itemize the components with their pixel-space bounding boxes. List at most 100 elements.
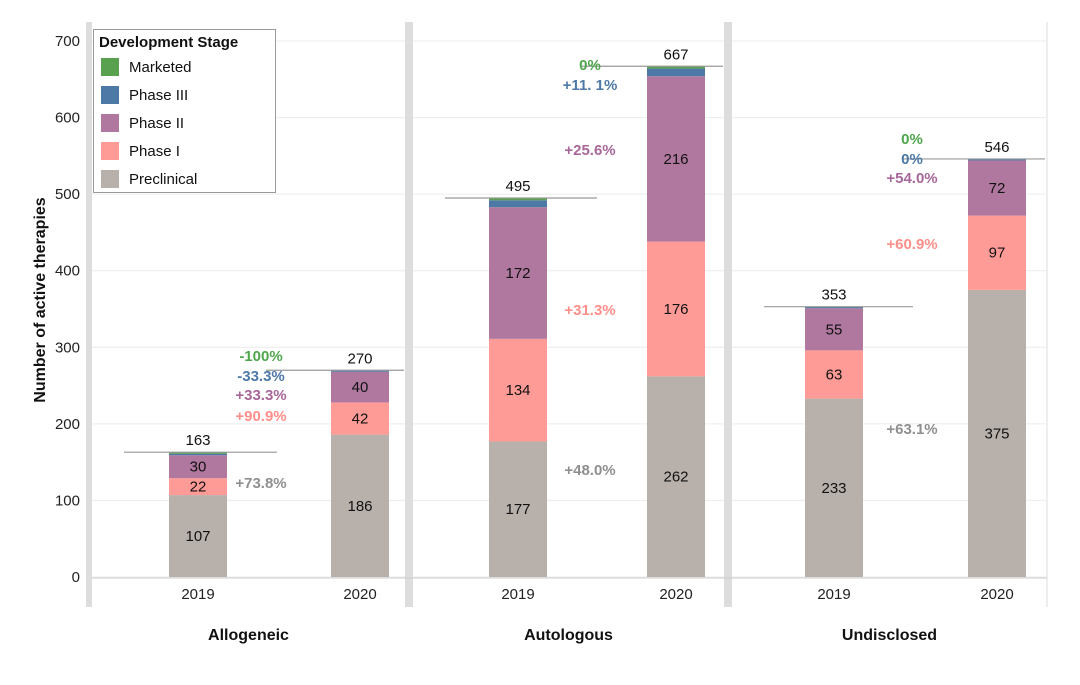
bar-segment-preclinical bbox=[489, 441, 547, 577]
x-tick-label: 2019 bbox=[501, 586, 534, 603]
chart-legend: Development Stage Marketed Phase III Pha… bbox=[93, 29, 276, 193]
bar-segment-phase-i bbox=[169, 478, 227, 496]
legend-label-phase-iii: Phase III bbox=[129, 86, 189, 104]
bar-segment-phase-iii bbox=[489, 200, 547, 208]
change-label-phase-iii: 0% bbox=[901, 151, 923, 168]
change-label-phase-ii: +25.6% bbox=[564, 142, 615, 159]
change-label-phase-ii: +54.0% bbox=[886, 170, 937, 187]
legend-item-phase-i: Phase I bbox=[101, 140, 180, 162]
x-tick-label: 2020 bbox=[980, 586, 1013, 603]
y-tick-label: 500 bbox=[55, 186, 80, 203]
bar-value-label: 176 bbox=[663, 301, 688, 318]
bar-value-label: 134 bbox=[505, 382, 530, 399]
bar-segment-preclinical bbox=[647, 376, 705, 577]
bar-value-label: 186 bbox=[347, 498, 372, 515]
bar-value-label: 72 bbox=[989, 180, 1006, 197]
y-tick-label: 300 bbox=[55, 339, 80, 356]
bar-total-label: 546 bbox=[984, 139, 1009, 156]
change-label-phase-i: +90.9% bbox=[235, 408, 286, 425]
bar-segment-phase-ii bbox=[169, 455, 227, 479]
bar-segment-phase-iii bbox=[968, 158, 1026, 161]
bar-segment-marketed bbox=[169, 452, 227, 454]
legend-label-phase-i: Phase I bbox=[129, 142, 180, 160]
bar-total-label: 163 bbox=[185, 432, 210, 449]
panel-title-allogeneic: Allogeneic bbox=[208, 627, 289, 644]
legend-label-phase-ii: Phase II bbox=[129, 114, 185, 132]
panel-divider bbox=[724, 22, 732, 607]
bar-segment-preclinical bbox=[331, 434, 389, 577]
bar-segment-phase-iii bbox=[647, 68, 705, 77]
change-label-marketed: 0% bbox=[901, 131, 923, 148]
bar-segment-phase-i bbox=[968, 215, 1026, 290]
x-tick-label: 2020 bbox=[343, 586, 376, 603]
bar-value-label: 375 bbox=[984, 425, 1009, 442]
bar-value-label: 40 bbox=[352, 379, 369, 396]
panel-divider bbox=[405, 22, 413, 607]
bar-segment-phase-ii bbox=[805, 308, 863, 351]
change-label-phase-i: +31.3% bbox=[564, 302, 615, 319]
bar-value-label: 216 bbox=[663, 151, 688, 168]
change-label-marketed: -100% bbox=[239, 348, 282, 365]
bar-total-label: 495 bbox=[505, 178, 530, 195]
legend-swatch-marketed bbox=[101, 58, 119, 76]
legend-swatch-preclinical bbox=[101, 170, 119, 188]
bar-value-label: 63 bbox=[826, 366, 843, 383]
bar-value-label: 55 bbox=[826, 321, 843, 338]
change-label-preclinical: +73.8% bbox=[235, 475, 286, 492]
bar-segment-phase-i bbox=[805, 350, 863, 399]
bar-value-label: 262 bbox=[663, 469, 688, 486]
bar-segment-phase-ii bbox=[968, 160, 1026, 216]
bar-segment-phase-iii bbox=[805, 306, 863, 309]
y-tick-label: 700 bbox=[55, 33, 80, 50]
legend-swatch-phase-i bbox=[101, 142, 119, 160]
legend-label-preclinical: Preclinical bbox=[129, 170, 198, 188]
y-tick-label: 400 bbox=[55, 263, 80, 280]
bar-segment-phase-ii bbox=[331, 371, 389, 403]
legend-title: Development Stage bbox=[99, 34, 239, 51]
bar-segment-phase-ii bbox=[647, 76, 705, 242]
bar-segment-phase-iii bbox=[169, 453, 227, 456]
x-tick-label: 2019 bbox=[181, 586, 214, 603]
bar-segment-marketed bbox=[489, 197, 547, 201]
bar-segment-phase-i bbox=[331, 402, 389, 435]
y-tick-label: 0 bbox=[72, 569, 80, 586]
bar-value-label: 233 bbox=[821, 480, 846, 497]
change-label-phase-ii: +33.3% bbox=[235, 387, 286, 404]
bar-total-label: 270 bbox=[347, 350, 372, 367]
panel-divider-left bbox=[86, 22, 92, 607]
x-tick-label: 2020 bbox=[659, 586, 692, 603]
bar-segment-phase-iii bbox=[331, 370, 389, 372]
panel-title-undisclosed: Undisclosed bbox=[842, 627, 937, 644]
legend-label-marketed: Marketed bbox=[129, 58, 192, 76]
bar-total-label: 667 bbox=[663, 46, 688, 63]
bar-value-label: 172 bbox=[505, 265, 530, 282]
legend-item-phase-ii: Phase II bbox=[101, 112, 184, 134]
change-label-phase-iii: -33.3% bbox=[237, 368, 285, 385]
bar-value-label: 22 bbox=[190, 479, 207, 496]
change-label-marketed: 0% bbox=[579, 57, 601, 74]
change-label-phase-iii: +11. 1% bbox=[563, 77, 618, 94]
change-label-preclinical: +63.1% bbox=[886, 421, 937, 438]
change-label-phase-i: +60.9% bbox=[886, 236, 937, 253]
bar-value-label: 107 bbox=[185, 528, 210, 545]
bar-value-label: 177 bbox=[505, 501, 530, 518]
bar-segment-phase-i bbox=[647, 241, 705, 377]
bar-segment-marketed bbox=[647, 66, 705, 69]
bar-value-label: 30 bbox=[190, 459, 207, 476]
legend-item-phase-iii: Phase III bbox=[101, 84, 188, 106]
y-tick-label: 200 bbox=[55, 416, 80, 433]
bar-segment-phase-ii bbox=[489, 207, 547, 339]
legend-swatch-phase-ii bbox=[101, 114, 119, 132]
bar-value-label: 97 bbox=[989, 245, 1006, 262]
bar-total-label: 353 bbox=[821, 287, 846, 304]
bar-segment-phase-i bbox=[489, 338, 547, 442]
legend-swatch-phase-iii bbox=[101, 86, 119, 104]
legend-item-preclinical: Preclinical bbox=[101, 168, 197, 190]
change-label-preclinical: +48.0% bbox=[564, 462, 615, 479]
y-tick-label: 600 bbox=[55, 110, 80, 127]
bar-segment-preclinical bbox=[805, 398, 863, 577]
y-axis-title: Number of active therapies bbox=[32, 197, 49, 403]
bar-value-label: 42 bbox=[352, 411, 369, 428]
bar-segment-preclinical bbox=[968, 289, 1026, 577]
